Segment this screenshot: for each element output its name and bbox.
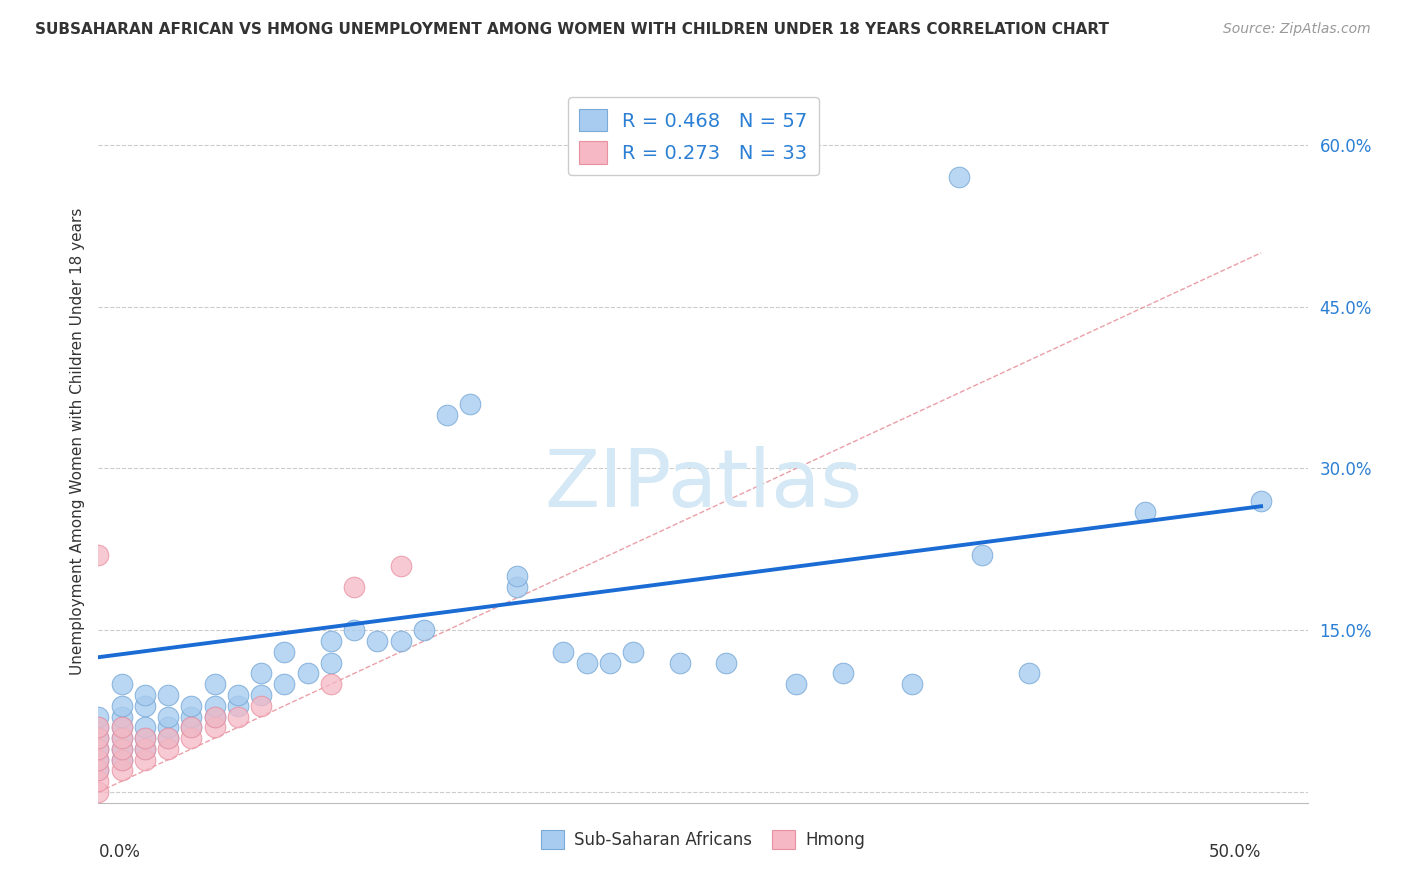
Point (226, 709, 249, 723)
Point (87, 764, 110, 778)
Point (157, 688, 180, 702)
Point (111, 709, 134, 723)
Point (87, 753, 110, 767)
Point (970, 548, 993, 562)
Point (157, 709, 180, 723)
Point (111, 720, 134, 734)
Point (87, 731, 110, 745)
Point (831, 666, 853, 681)
Point (180, 731, 202, 745)
Point (87, 753, 110, 767)
Point (250, 666, 273, 681)
Point (180, 720, 202, 734)
Point (506, 580, 529, 594)
Point (901, 677, 924, 691)
Point (157, 742, 180, 756)
Text: ZIPatlas: ZIPatlas (544, 446, 862, 524)
Point (134, 753, 156, 767)
Point (111, 677, 134, 691)
Point (87, 774, 110, 789)
Point (87, 785, 110, 799)
Point (111, 720, 134, 734)
Text: 0.0%: 0.0% (98, 843, 141, 861)
Point (134, 688, 156, 702)
Point (111, 742, 134, 756)
Point (87, 742, 110, 756)
Point (319, 656, 342, 670)
Point (1018, 666, 1040, 681)
Point (436, 408, 458, 422)
Point (343, 580, 366, 594)
Text: 50.0%: 50.0% (1209, 843, 1261, 861)
Point (111, 753, 134, 767)
Point (111, 764, 134, 778)
Point (389, 634, 412, 648)
Point (785, 677, 807, 691)
Point (506, 569, 529, 583)
Point (87, 731, 110, 745)
Point (226, 688, 249, 702)
Point (87, 548, 110, 562)
Point (343, 624, 366, 638)
Point (204, 698, 226, 713)
Legend: Sub-Saharan Africans, Hmong: Sub-Saharan Africans, Hmong (534, 823, 872, 856)
Point (134, 731, 156, 745)
Point (87, 764, 110, 778)
Point (157, 720, 180, 734)
Point (87, 720, 110, 734)
Point (111, 742, 134, 756)
Point (413, 624, 436, 638)
Point (180, 720, 202, 734)
Point (460, 397, 482, 411)
Point (319, 634, 342, 648)
Point (204, 720, 226, 734)
Point (134, 731, 156, 745)
Point (716, 656, 738, 670)
Point (111, 698, 134, 713)
Point (87, 720, 110, 734)
Point (273, 677, 295, 691)
Text: Source: ZipAtlas.com: Source: ZipAtlas.com (1223, 22, 1371, 37)
Point (204, 709, 226, 723)
Point (319, 677, 342, 691)
Point (134, 698, 156, 713)
Point (297, 666, 319, 681)
Text: SUBSAHARAN AFRICAN VS HMONG UNEMPLOYMENT AMONG WOMEN WITH CHILDREN UNDER 18 YEAR: SUBSAHARAN AFRICAN VS HMONG UNEMPLOYMENT… (35, 22, 1109, 37)
Point (87, 709, 110, 723)
Point (180, 709, 202, 723)
Point (87, 742, 110, 756)
Point (180, 698, 202, 713)
Point (621, 645, 644, 659)
Point (366, 634, 388, 648)
Point (575, 656, 598, 670)
Point (204, 677, 226, 691)
Point (157, 731, 180, 745)
Point (250, 698, 273, 713)
Point (1133, 505, 1156, 519)
Point (389, 558, 412, 573)
Point (273, 645, 295, 659)
Point (111, 753, 134, 767)
Point (226, 698, 249, 713)
Point (111, 731, 134, 745)
Point (134, 720, 156, 734)
Point (134, 742, 156, 756)
Point (599, 656, 621, 670)
Point (948, 170, 970, 185)
Point (111, 731, 134, 745)
Point (204, 709, 226, 723)
Point (134, 742, 156, 756)
Point (250, 688, 273, 702)
Point (553, 645, 575, 659)
Y-axis label: Unemployment Among Women with Children Under 18 years: Unemployment Among Women with Children U… (69, 208, 84, 675)
Point (668, 656, 690, 670)
Point (157, 731, 180, 745)
Point (1250, 493, 1272, 508)
